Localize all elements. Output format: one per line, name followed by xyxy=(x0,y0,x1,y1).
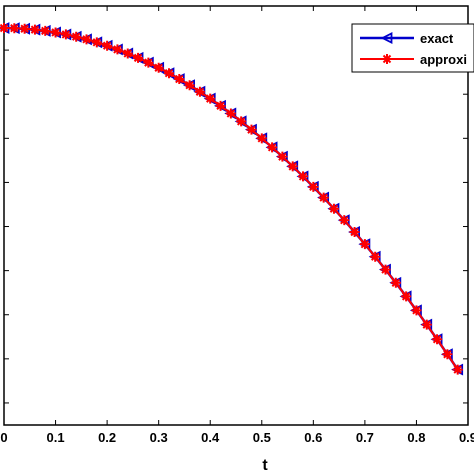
data-point-approxi xyxy=(71,31,82,42)
data-point-approxi xyxy=(163,68,174,79)
data-point-approxi xyxy=(401,291,412,302)
x-tick-label: 0.7 xyxy=(356,430,374,445)
data-point-approxi xyxy=(60,29,71,40)
data-point-approxi xyxy=(256,133,267,144)
data-point-approxi xyxy=(370,251,381,262)
series-approxi xyxy=(0,23,463,375)
data-point-approxi xyxy=(277,151,288,162)
data-point-approxi xyxy=(143,57,154,68)
data-point-approxi xyxy=(225,108,236,119)
data-point-approxi xyxy=(91,37,102,48)
data-point-approxi xyxy=(318,192,329,203)
data-point-approxi xyxy=(184,80,195,91)
data-point-approxi xyxy=(0,23,9,34)
data-point-approxi xyxy=(174,74,185,85)
data-point-approxi xyxy=(81,34,92,45)
data-point-approxi xyxy=(380,264,391,275)
x-tick-label: 0.3 xyxy=(150,430,168,445)
x-tick-label: 0.9 xyxy=(459,430,474,445)
data-point-approxi xyxy=(349,226,360,237)
data-point-approxi xyxy=(339,215,350,226)
x-tick-label: 0.4 xyxy=(201,430,220,445)
plot-frame xyxy=(3,5,469,426)
data-point-approxi xyxy=(153,62,164,73)
x-axis: 0 0.1 0.2 0.3 0.4 0.5 0.6 0.7 0.8 0.9 xyxy=(0,6,474,445)
legend-label-approxi: approxi xyxy=(420,52,467,67)
data-point-approxi xyxy=(122,48,133,59)
legend: exact approxi xyxy=(351,23,474,73)
legend-marker-approxi xyxy=(382,54,392,64)
x-axis-label: t xyxy=(262,457,268,474)
x-tick-label: 0.1 xyxy=(47,430,65,445)
data-point-approxi xyxy=(194,86,205,97)
data-point-approxi xyxy=(390,277,401,288)
data-point-approxi xyxy=(298,171,309,182)
data-point-approxi xyxy=(50,27,61,38)
data-point-approxi xyxy=(205,93,216,104)
data-point-approxi xyxy=(359,239,370,250)
x-tick-label: 0.8 xyxy=(407,430,425,445)
data-point-approxi xyxy=(421,319,432,330)
data-point-approxi xyxy=(246,124,257,135)
data-point-approxi xyxy=(432,334,443,345)
x-tick-label: 0.2 xyxy=(98,430,116,445)
series-layer xyxy=(0,22,464,376)
data-point-approxi xyxy=(19,23,30,34)
data-point-approxi xyxy=(102,40,113,51)
legend-label-exact: exact xyxy=(420,31,454,46)
data-point-approxi xyxy=(442,349,453,360)
legend-item-approxi xyxy=(360,54,414,64)
x-tick-label: 0 xyxy=(0,430,7,445)
data-point-approxi xyxy=(133,52,144,63)
data-point-approxi xyxy=(112,44,123,55)
x-tick-label: 0.6 xyxy=(304,430,322,445)
plot-area xyxy=(3,5,469,426)
legend-box xyxy=(351,23,474,73)
legend-marker-exact xyxy=(380,32,393,44)
data-point-approxi xyxy=(236,116,247,127)
data-point-approxi xyxy=(452,364,463,375)
data-point-approxi xyxy=(267,142,278,153)
y-axis xyxy=(4,49,468,404)
data-point-approxi xyxy=(308,181,319,192)
data-point-approxi xyxy=(215,100,226,111)
data-point-approxi xyxy=(9,23,20,34)
data-point-approxi xyxy=(29,24,40,35)
data-point-approxi xyxy=(411,305,422,316)
data-point-approxi xyxy=(328,203,339,214)
data-point-approxi xyxy=(40,25,51,36)
x-tick-label: 0.5 xyxy=(253,430,271,445)
legend-item-exact xyxy=(360,32,414,44)
data-point-approxi xyxy=(287,161,298,172)
